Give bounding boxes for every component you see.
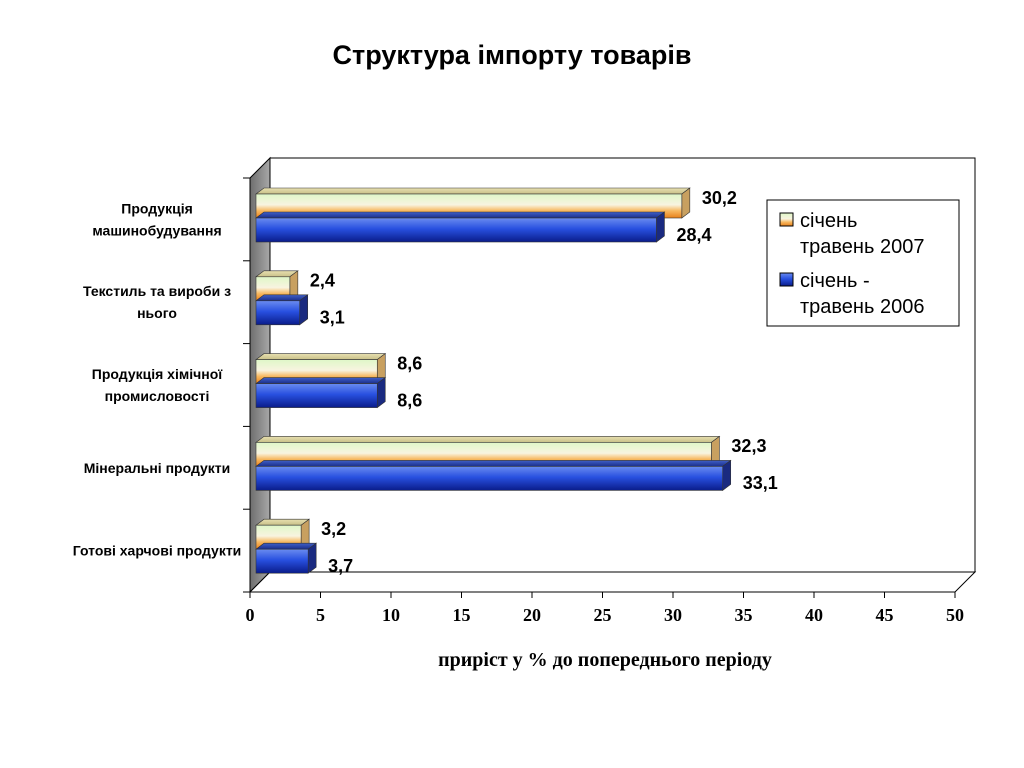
x-tick-label-9: 45 (876, 605, 894, 625)
bar-top-1-2 (255, 377, 387, 384)
data-label-0-3: 32,3 (731, 436, 766, 456)
x-axis: 0 5 10 15 20 25 30 35 40 45 50 (246, 592, 964, 625)
x-tick-label-0: 0 (246, 605, 255, 625)
bar-top-0-0 (255, 187, 691, 195)
x-tick-label-5: 25 (594, 605, 612, 625)
bar-top-1-1 (255, 294, 309, 302)
bar-top-0-3 (255, 436, 721, 443)
category-label-0: Продукція машинобудування (92, 200, 221, 238)
data-label-0-0: 30,2 (702, 188, 737, 208)
x-tick-label-1: 5 (316, 605, 325, 625)
category-label-4: Готові харчові продукти (73, 543, 242, 559)
category-label-1: Текстиль та вироби з нього (83, 283, 231, 321)
legend-swatch-0 (779, 212, 794, 227)
data-label-0-4: 3,2 (321, 519, 346, 539)
legend-entry-1: січень -травень 2006 (800, 270, 924, 318)
data-label-0-1: 2,4 (310, 271, 335, 291)
bar-top-0-4 (255, 518, 311, 526)
category-label-3: Мінеральні продукти (84, 460, 231, 476)
bar-1-2 (255, 383, 378, 408)
x-tick-label-10: 50 (946, 605, 964, 625)
category-label-2: Продукція хімічної промисловості (92, 366, 223, 404)
bar-1-1 (255, 300, 301, 326)
legend: січень травень 2007 січень -травень 2006 (766, 199, 960, 327)
data-label-1-3: 33,1 (743, 473, 778, 493)
legend-box (766, 199, 960, 327)
data-label-1-2: 8,6 (397, 390, 422, 410)
bar-top-1-0 (255, 211, 666, 219)
chart-title: Структура імпорту товарів (332, 40, 692, 70)
legend-swatch-1 (779, 272, 794, 287)
data-label-1-4: 3,7 (328, 556, 353, 576)
legend-entry-0: січень травень 2007 (800, 210, 924, 258)
bar-top-1-3 (255, 460, 732, 467)
bars-group: 30,2 28,4 2,4 3,1 8,6 8,6 32,3 33,1 3,2 3,7 (255, 187, 778, 576)
x-axis-title: приріст у % до попереднього періоду (438, 649, 772, 671)
floor (248, 571, 977, 593)
x-tick-label-2: 10 (382, 605, 400, 625)
data-label-1-0: 28,4 (676, 225, 711, 245)
x-tick-label-6: 30 (664, 605, 682, 625)
bar-1-0 (255, 217, 657, 243)
bar-top-0-2 (255, 353, 387, 360)
bar-top-1-4 (255, 542, 318, 550)
x-tick-label-4: 20 (523, 605, 541, 625)
bar-1-4 (255, 548, 309, 574)
bar-1-3 (255, 466, 724, 491)
category-labels: Продукція машинобудування Текстиль та виро… (73, 200, 242, 558)
x-tick-label-3: 15 (453, 605, 471, 625)
data-label-0-2: 8,6 (397, 353, 422, 373)
data-label-1-1: 3,1 (320, 308, 345, 328)
x-tick-label-7: 35 (735, 605, 753, 625)
x-tick-label-8: 40 (805, 605, 823, 625)
